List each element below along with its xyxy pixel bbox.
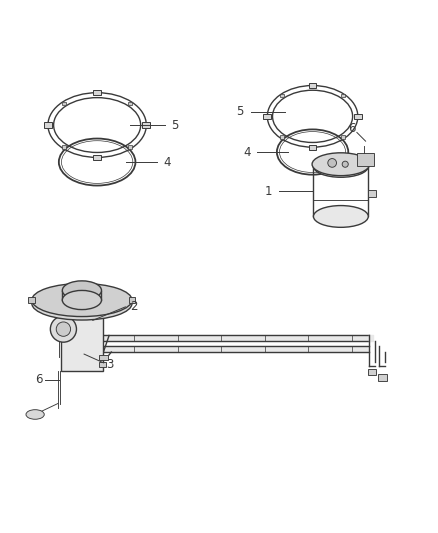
- Bar: [93, 90, 101, 95]
- Circle shape: [342, 161, 348, 167]
- Bar: [128, 102, 132, 105]
- Bar: [280, 135, 284, 139]
- Text: 1: 1: [265, 185, 272, 198]
- Bar: [280, 94, 284, 98]
- Circle shape: [50, 316, 77, 342]
- Bar: [354, 114, 362, 119]
- Ellipse shape: [314, 156, 368, 177]
- Bar: [368, 369, 376, 375]
- Bar: [99, 355, 108, 360]
- Bar: [309, 83, 317, 88]
- Ellipse shape: [26, 410, 44, 419]
- Text: 2: 2: [130, 301, 137, 313]
- Ellipse shape: [62, 281, 102, 300]
- Bar: [99, 362, 106, 367]
- Bar: [341, 94, 345, 98]
- Bar: [61, 303, 102, 371]
- Ellipse shape: [314, 206, 368, 228]
- Ellipse shape: [55, 135, 139, 189]
- Bar: [357, 154, 374, 166]
- Text: 3: 3: [106, 358, 113, 371]
- Bar: [28, 297, 35, 303]
- Bar: [62, 145, 66, 149]
- Text: 6: 6: [349, 123, 356, 135]
- Circle shape: [56, 322, 71, 336]
- Bar: [314, 166, 368, 216]
- Ellipse shape: [273, 126, 352, 178]
- Text: 4: 4: [243, 146, 251, 158]
- Bar: [263, 114, 271, 119]
- Ellipse shape: [44, 90, 150, 160]
- Bar: [378, 374, 386, 381]
- Bar: [368, 190, 376, 197]
- Text: 5: 5: [237, 106, 244, 118]
- Text: 5: 5: [171, 118, 179, 132]
- Bar: [309, 144, 317, 150]
- Ellipse shape: [62, 290, 102, 310]
- Ellipse shape: [32, 284, 132, 317]
- Bar: [62, 102, 66, 105]
- Ellipse shape: [32, 287, 132, 320]
- Bar: [341, 135, 345, 139]
- Circle shape: [328, 158, 336, 167]
- Bar: [44, 123, 52, 128]
- Bar: [142, 123, 150, 128]
- Bar: [128, 145, 132, 149]
- Ellipse shape: [312, 153, 370, 176]
- Bar: [93, 155, 101, 160]
- Ellipse shape: [264, 83, 361, 150]
- Bar: [129, 297, 135, 303]
- Text: 4: 4: [163, 156, 170, 168]
- Text: 6: 6: [35, 373, 42, 386]
